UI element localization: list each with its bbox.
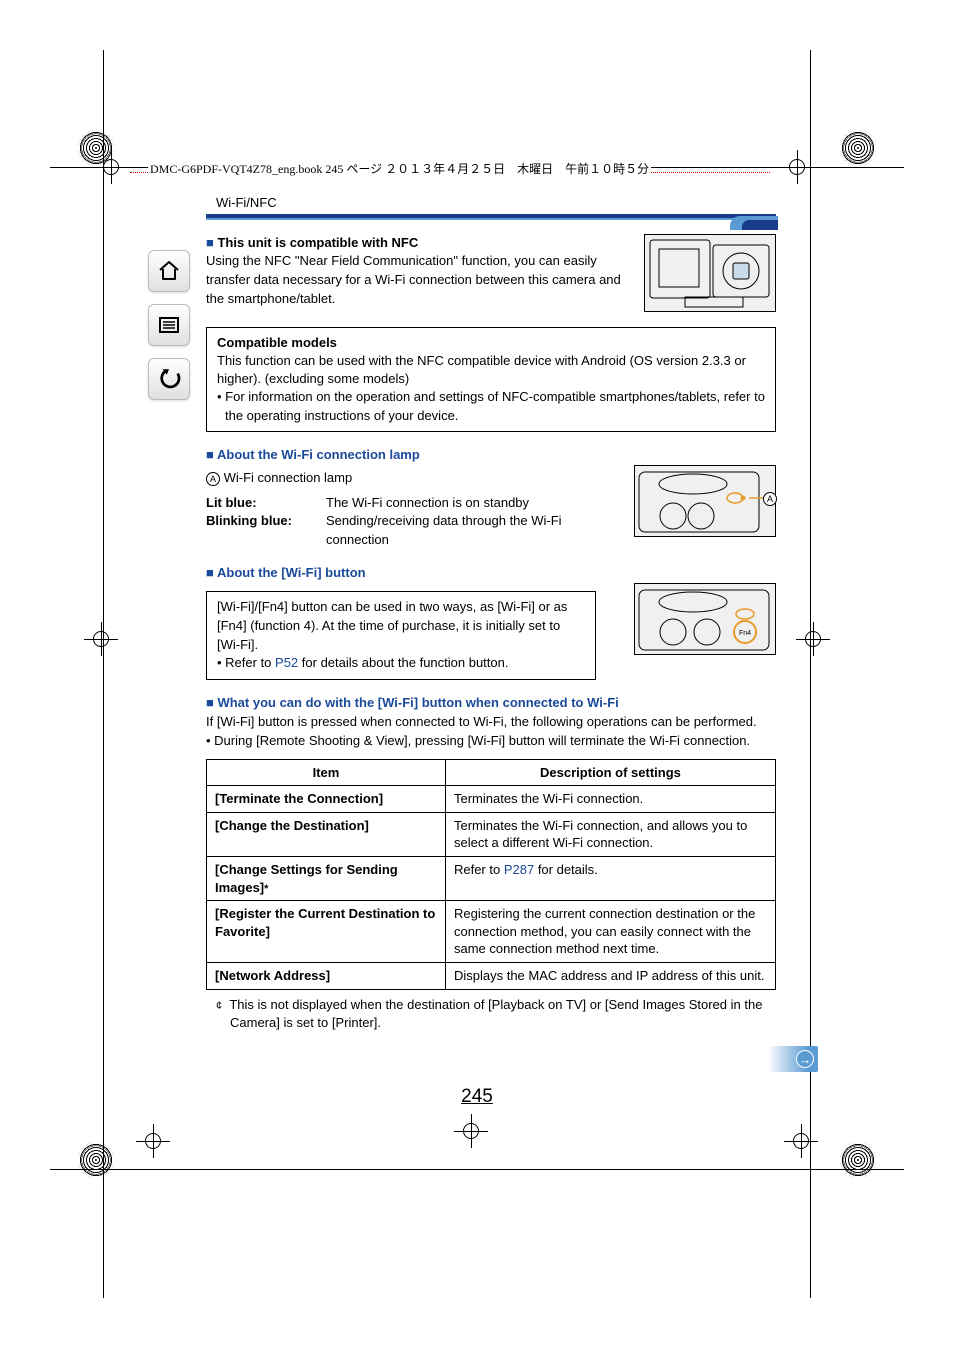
what-you-can-do-section: What you can do with the [Wi-Fi] button … [206, 694, 776, 1032]
guide-line [50, 1169, 904, 1170]
table-desc-4: Displays the MAC address and IP address … [445, 963, 775, 990]
wifi-btn-bullet-prefix: Refer to [225, 655, 275, 670]
registration-mark [840, 1142, 876, 1178]
table-desc-2: Refer to P287 for details. [445, 856, 775, 900]
ref-letter: A [206, 472, 220, 486]
lamp-lit-desc: The Wi-Fi connection is on standby [326, 494, 606, 513]
registration-mark [840, 130, 876, 166]
table-desc-2-suffix: for details. [534, 862, 598, 877]
lamp-section: About the Wi-Fi connection lamp A A Wi-F… [206, 446, 776, 550]
content-area: Wi-Fi/NFC This unit is compatible with N… [206, 195, 776, 1032]
ref-marker-a: A [763, 492, 777, 506]
wifi-btn-box: [Wi-Fi]/[Fn4] button can be used in two … [206, 591, 596, 680]
compatible-models-box: Compatible models This function can be u… [206, 327, 776, 432]
table-item-0: [Terminate the Connection] [207, 786, 446, 813]
table-item-1: [Change the Destination] [207, 812, 446, 856]
table-desc-2-link[interactable]: P287 [504, 862, 534, 877]
footnote: ¢ This is not displayed when the destina… [206, 996, 776, 1033]
crosshair-mark [84, 622, 118, 656]
wifi-btn-bullet-suffix: for details about the function button. [298, 655, 508, 670]
scan-metadata: DMC-G6PDF-VQT4Z78_eng.book 245 ページ ２０１３年… [148, 160, 651, 177]
lamp-heading: About the Wi-Fi connection lamp [206, 446, 776, 465]
lamp-lit-label: Lit blue: [206, 494, 326, 513]
home-icon[interactable] [148, 250, 190, 292]
camera-lamp-illustration: A [634, 465, 776, 537]
table-desc-3: Registering the current connection desti… [445, 901, 775, 963]
wifi-btn-link[interactable]: P52 [275, 655, 298, 670]
compat-bullet: • For information on the operation and s… [217, 388, 765, 424]
compat-bullet-text: For information on the operation and set… [225, 389, 765, 422]
back-icon[interactable] [148, 358, 190, 400]
table-item-2: [Change Settings for Sending Images]* [207, 856, 446, 900]
table-item-4: [Network Address] [207, 963, 446, 990]
table-item-3: [Register the Current Destination to Fav… [207, 901, 446, 963]
compat-heading: Compatible models [217, 334, 765, 352]
next-page-arrow[interactable]: → [768, 1046, 818, 1072]
table-head-desc: Description of settings [445, 759, 775, 786]
footnote-star: ¢ [216, 1000, 222, 1012]
wycd-heading: What you can do with the [Wi-Fi] button … [206, 694, 776, 713]
arrow-right-icon: → [796, 1050, 814, 1068]
wifi-btn-bullet: • Refer to P52 for details about the fun… [217, 654, 585, 673]
crosshair-mark [784, 1124, 818, 1158]
camera-nfc-illustration [644, 234, 776, 312]
guide-line [103, 50, 104, 1298]
crosshair-mark [796, 622, 830, 656]
registration-mark [78, 1142, 114, 1178]
camera-wifi-btn-illustration: Fn4 [634, 583, 776, 655]
page-number-text: 245 [461, 1086, 493, 1107]
lamp-blink-label: Blinking blue: [206, 512, 326, 550]
table-head-item: Item [207, 759, 446, 786]
compat-line1: This function can be used with the NFC c… [217, 352, 765, 388]
page-number: 245 [0, 1086, 954, 1108]
crosshair-mark [454, 1114, 488, 1148]
lamp-states-table: Lit blue: The Wi-Fi connection is on sta… [206, 494, 606, 551]
lamp-ref-label: Wi-Fi connection lamp [224, 470, 353, 485]
wifi-button-section: About the [Wi-Fi] button Fn4 [Wi-Fi]/[Fn… [206, 564, 776, 680]
section-title: Wi-Fi/NFC [206, 195, 776, 210]
table-item-2-text: [Change Settings for Sending Images] [215, 862, 398, 895]
header-tab-decoration [718, 212, 778, 230]
table-desc-1: Terminates the Wi-Fi connection, and all… [445, 812, 775, 856]
lamp-blink-desc: Sending/receiving data through the Wi-Fi… [326, 512, 606, 550]
settings-table: Item Description of settings [Terminate … [206, 759, 776, 990]
crosshair-mark [136, 1124, 170, 1158]
guide-line [810, 50, 811, 1298]
wifi-btn-body: [Wi-Fi]/[Fn4] button can be used in two … [217, 598, 585, 655]
wycd-bullet: • During [Remote Shooting & View], press… [206, 732, 776, 751]
nfc-section: This unit is compatible with NFC Using t… [206, 234, 776, 313]
star-marker: * [264, 883, 268, 895]
contents-icon[interactable] [148, 304, 190, 346]
svg-text:Fn4: Fn4 [739, 630, 751, 637]
table-desc-2-prefix: Refer to [454, 862, 504, 877]
table-desc-0: Terminates the Wi-Fi connection. [445, 786, 775, 813]
wycd-intro: If [Wi-Fi] button is pressed when connec… [206, 713, 776, 732]
wifi-btn-heading: About the [Wi-Fi] button [206, 564, 776, 583]
sidebar-nav [148, 250, 192, 412]
footnote-text: This is not displayed when the destinati… [229, 997, 762, 1030]
wycd-bullet-text: During [Remote Shooting & View], pressin… [214, 733, 750, 748]
